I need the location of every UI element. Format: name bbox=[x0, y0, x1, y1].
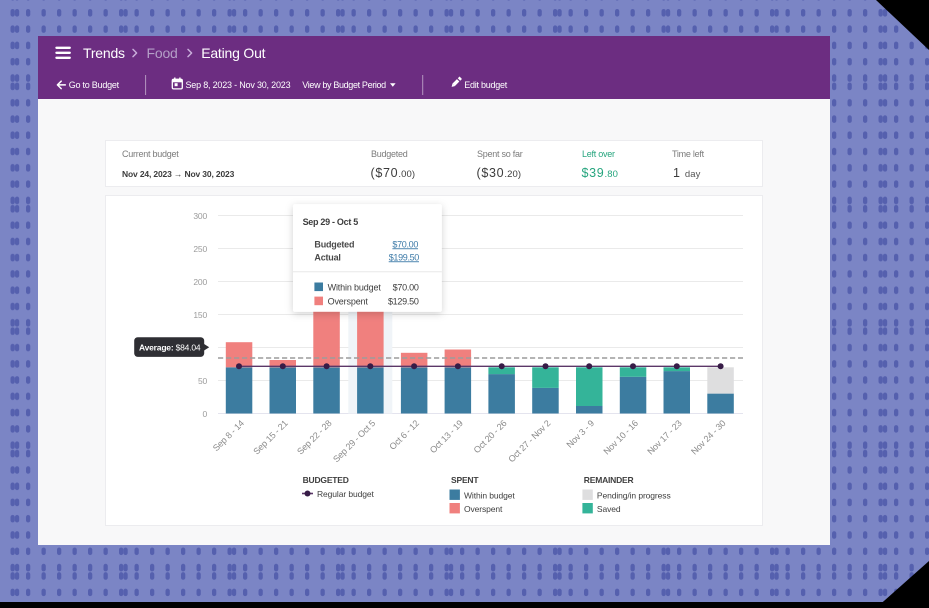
svg-text:Sep 22 - 28: Sep 22 - 28 bbox=[295, 418, 334, 457]
svg-text:Within budget: Within budget bbox=[464, 490, 515, 500]
svg-text:Sep 8, 2023 - Nov 30, 2023: Sep 8, 2023 - Nov 30, 2023 bbox=[186, 80, 291, 90]
svg-text:Sep 8 - 14: Sep 8 - 14 bbox=[211, 418, 246, 453]
svg-text:View by Budget Period: View by Budget Period bbox=[302, 80, 386, 90]
svg-text:Oct 13 - 19: Oct 13 - 19 bbox=[428, 418, 465, 455]
svg-text:Sep 29 - Oct 5: Sep 29 - Oct 5 bbox=[331, 418, 377, 464]
svg-text:Regular budget: Regular budget bbox=[317, 489, 374, 499]
svg-text:Within budget: Within budget bbox=[328, 282, 382, 292]
svg-text:Budgeted: Budgeted bbox=[314, 239, 354, 249]
svg-text:$199.50: $199.50 bbox=[389, 252, 420, 262]
svg-text:Trends: Trends bbox=[83, 45, 125, 61]
svg-text:250: 250 bbox=[193, 244, 207, 254]
svg-text:$129.50: $129.50 bbox=[388, 296, 419, 306]
svg-text:BUDGETED: BUDGETED bbox=[303, 475, 349, 485]
svg-text:Edit budget: Edit budget bbox=[464, 80, 508, 90]
svg-text:Sep 29 - Oct 5: Sep 29 - Oct 5 bbox=[303, 217, 359, 227]
svg-text:Oct 20 - 26: Oct 20 - 26 bbox=[472, 418, 509, 455]
svg-text:Oct 6 - 12: Oct 6 - 12 bbox=[387, 418, 421, 452]
svg-text:Go to Budget: Go to Budget bbox=[69, 80, 120, 90]
svg-text:150: 150 bbox=[193, 310, 207, 320]
svg-text:$70.00: $70.00 bbox=[393, 282, 419, 292]
svg-text:REMAINDER: REMAINDER bbox=[584, 475, 634, 485]
svg-text:Nov 3 - 9: Nov 3 - 9 bbox=[564, 418, 596, 450]
svg-text:0: 0 bbox=[202, 409, 207, 419]
svg-text:Pending/in progress: Pending/in progress bbox=[597, 490, 671, 500]
svg-text:Oct 27 - Nov 2: Oct 27 - Nov 2 bbox=[506, 418, 552, 464]
svg-text:$70.00: $70.00 bbox=[392, 239, 418, 249]
svg-text:Saved: Saved bbox=[597, 504, 621, 514]
svg-text:Food: Food bbox=[147, 45, 178, 61]
svg-text:SPENT: SPENT bbox=[451, 475, 479, 485]
svg-text:Overspent: Overspent bbox=[464, 504, 503, 514]
svg-text:Nov 24 - 30: Nov 24 - 30 bbox=[689, 418, 728, 457]
svg-text:Nov 17 - 23: Nov 17 - 23 bbox=[645, 418, 684, 457]
svg-text:Nov 10 - 16: Nov 10 - 16 bbox=[601, 418, 640, 457]
svg-text:Sep 15 - 21: Sep 15 - 21 bbox=[251, 418, 290, 457]
svg-text:Average: $84.04: Average: $84.04 bbox=[139, 342, 201, 352]
svg-text:300: 300 bbox=[193, 211, 207, 221]
svg-text:Eating Out: Eating Out bbox=[201, 45, 265, 61]
svg-text:50: 50 bbox=[198, 376, 208, 386]
svg-text:Overspent: Overspent bbox=[328, 296, 369, 306]
svg-text:Actual: Actual bbox=[314, 252, 340, 262]
svg-text:200: 200 bbox=[193, 277, 207, 287]
